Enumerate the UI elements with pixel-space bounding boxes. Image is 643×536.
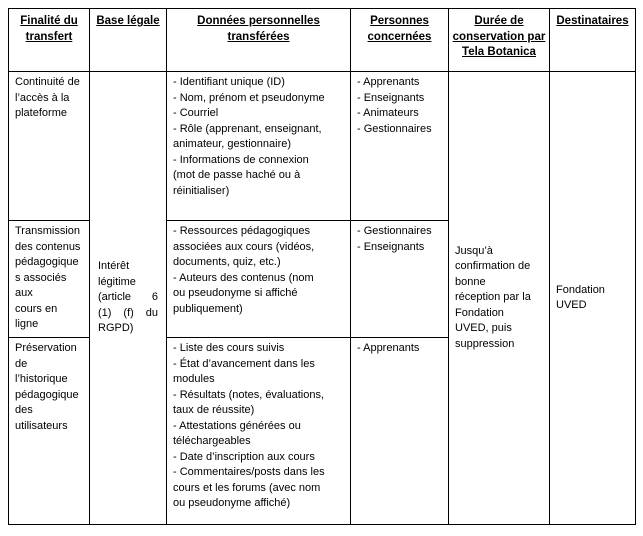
cell-personnes-row1: - Apprenants - Enseignants - Animateurs … (350, 71, 449, 221)
header-finalite-du-transfert: Finalité du transfert (8, 8, 90, 72)
rgpd-transfer-table: Finalité du transfert Base légale Donnée… (8, 8, 636, 525)
cell-finalite-continuite: Continuité de l’accès à la plateforme (8, 71, 90, 221)
cell-duree-conservation: Jusqu’à confirmation de bonne réception … (448, 71, 550, 525)
cell-destinataires: Fondation UVED (549, 71, 636, 525)
cell-donnees-row2: - Ressources pédagogiques associées aux … (166, 220, 351, 338)
cell-base-legale: Intérêt légitime (article 6 (1) (f) du R… (89, 71, 167, 525)
header-destinataires: Destinataires (549, 8, 636, 72)
cell-donnees-row1: - Identifiant unique (ID) - Nom, prénom … (166, 71, 351, 221)
cell-finalite-preservation: Préservation de l’historique pédagogique… (8, 337, 90, 525)
cell-personnes-row2: - Gestionnaires - Enseignants (350, 220, 449, 338)
cell-finalite-transmission: Transmission des contenus pédagogique s … (8, 220, 90, 338)
header-base-legale: Base légale (89, 8, 167, 72)
cell-donnees-row3: - Liste des cours suivis - État d’avance… (166, 337, 351, 525)
header-personnes-concernees: Personnes concernées (350, 8, 449, 72)
header-donnees-personnelles: Données personnelles transférées (166, 8, 351, 72)
cell-personnes-row3: - Apprenants (350, 337, 449, 525)
header-duree-conservation: Durée de conservation par Tela Botanica (448, 8, 550, 72)
table-row: Transmission des contenus pédagogique s … (8, 220, 636, 338)
table-header-row: Finalité du transfert Base légale Donnée… (8, 8, 636, 72)
table-row: Continuité de l’accès à la plateforme In… (8, 71, 636, 525)
table-row: Préservation de l’historique pédagogique… (8, 337, 636, 525)
